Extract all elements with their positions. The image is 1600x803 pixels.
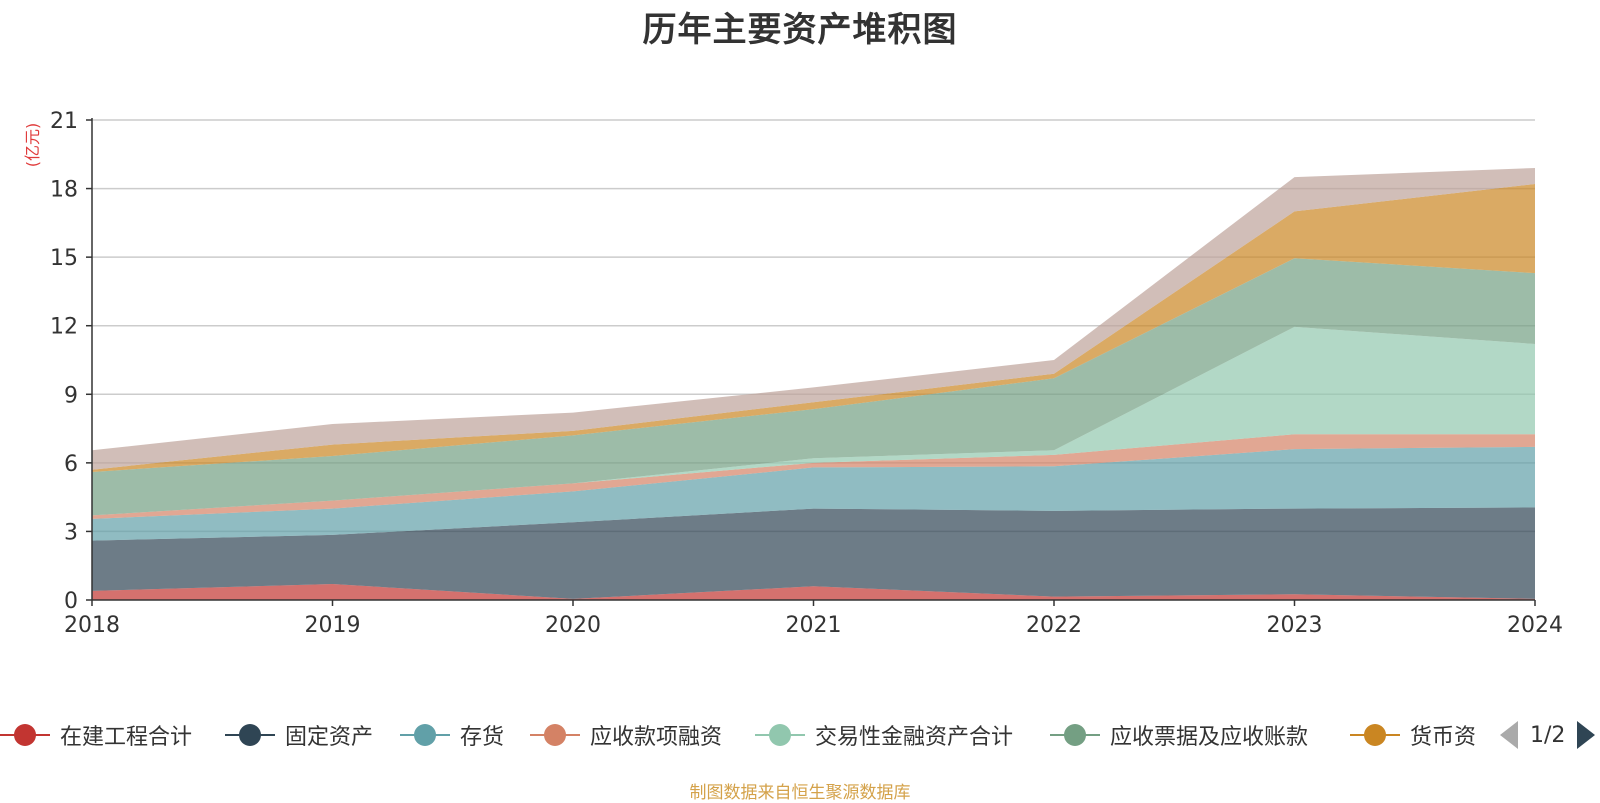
y-tick-label: 12 [50,315,78,340]
legend-label: 存货 [460,725,505,750]
legend-label: 固定资产 [285,725,374,750]
area-series-3 [92,434,1535,519]
legend-item[interactable]: 应收款项融资 [530,718,722,752]
area-series-7 [92,168,1535,470]
legend-marker-icon [1050,722,1100,748]
chart-legend: 在建工程合计 固定资产 存货 应收款项融资 交易性金融资产合计 应收票据及应收账款 货币资 [0,718,1600,758]
legend-page-indicator: 1/2 [1530,722,1566,748]
area-series-1 [92,507,1535,599]
x-tick-label: 2021 [786,613,842,638]
data-source-note: 制图数据来自恒生聚源数据库 [689,783,911,803]
legend-item[interactable]: 固定资产 [225,718,373,752]
legend-item[interactable]: 货币资 [1350,718,1476,752]
legend-label: 应收款项融资 [590,725,723,750]
x-tick-label: 2023 [1267,613,1323,638]
area-series-2 [92,446,1535,541]
y-tick-label: 18 [50,178,78,203]
legend-label: 在建工程合计 [60,725,193,750]
legend-item[interactable]: 应收票据及应收账款 [1050,718,1308,752]
legend-pager: 1/2 [1500,718,1596,752]
x-tick-label: 2018 [64,613,120,638]
legend-marker-icon [755,722,805,748]
legend-item[interactable]: 交易性金融资产合计 [755,718,1013,752]
y-axis-unit-label: (亿元) [23,123,42,168]
y-tick-label: 21 [50,109,78,134]
y-tick-label: 9 [64,383,78,408]
axes: 0 3 6 9 12 15 18 21 2018 2019 2020 2021 2022 2023 2024 [50,109,1563,638]
y-tick-label: 3 [64,520,78,545]
area-series-5 [92,258,1535,516]
legend-item[interactable]: 存货 [400,718,504,752]
legend-label: 货币资 [1410,725,1477,750]
chart-title: 历年主要资产堆积图 [642,10,958,50]
legend-prev-page-icon[interactable] [1500,721,1518,749]
area-series-0 [92,584,1535,600]
x-tick-label: 2020 [545,613,601,638]
area-series-6 [92,184,1535,472]
legend-marker-icon [400,722,450,748]
legend-marker-icon [1350,722,1400,748]
legend-marker-icon [530,722,580,748]
legend-marker-icon [225,722,275,748]
legend-marker-icon [0,722,50,748]
y-tick-label: 15 [50,246,78,271]
x-tick-label: 2019 [305,613,361,638]
x-tick-label: 2022 [1026,613,1082,638]
legend-next-page-icon[interactable] [1577,721,1596,749]
area-series-4 [92,326,1535,516]
x-tick-label: 2024 [1507,613,1563,638]
area-series-layer [92,168,1535,600]
legend-label: 应收票据及应收账款 [1110,725,1309,750]
y-tick-label: 0 [64,589,78,614]
legend-item[interactable]: 在建工程合计 [0,718,192,752]
stacked-area-chart: 0 3 6 9 12 15 18 21 2018 2019 2020 2021 2022 2023 2024… [23,109,1563,638]
legend-label: 交易性金融资产合计 [815,725,1014,750]
y-tick-label: 6 [64,452,78,477]
